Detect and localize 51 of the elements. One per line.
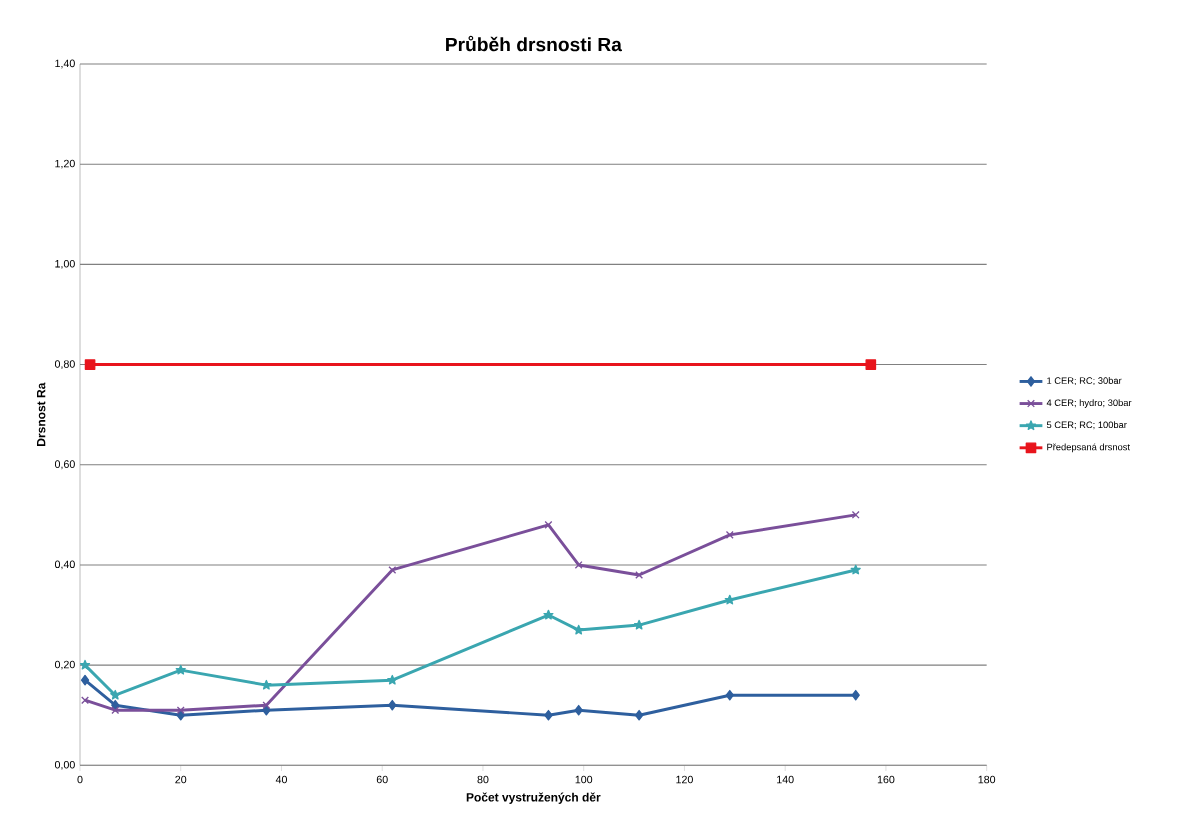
point bbox=[635, 571, 644, 579]
point bbox=[544, 709, 553, 721]
point bbox=[81, 696, 90, 705]
y-tick-label: 0,20 bbox=[54, 660, 75, 670]
x-axis-title: Počet vystružených děr bbox=[466, 792, 601, 804]
x-tick-label: 20 bbox=[175, 775, 187, 784]
point bbox=[865, 359, 877, 370]
point bbox=[634, 709, 644, 721]
point bbox=[79, 659, 91, 670]
y-tick-label: 0,00 bbox=[54, 760, 75, 770]
x-tick-label: 160 bbox=[877, 775, 895, 784]
point bbox=[851, 689, 860, 701]
point bbox=[850, 564, 861, 575]
point bbox=[80, 674, 90, 686]
point bbox=[176, 706, 185, 715]
x-tick-label: 0 bbox=[77, 775, 83, 784]
y-axis-title: Drsnost Ra bbox=[37, 382, 46, 446]
chart-title: Průběh drsnosti Ra bbox=[446, 35, 622, 52]
x-tick-label: 40 bbox=[275, 775, 288, 784]
legend-label: 4 CER; hydro; 30bar bbox=[1046, 399, 1132, 408]
point bbox=[84, 359, 96, 370]
point bbox=[851, 510, 860, 519]
point bbox=[388, 565, 397, 574]
x-tick-label: 120 bbox=[676, 775, 693, 784]
y-tick-label: 1,40 bbox=[55, 59, 75, 69]
point bbox=[574, 704, 583, 716]
x-tick-label: 180 bbox=[978, 775, 996, 784]
y-tick-label: 0,80 bbox=[54, 360, 75, 369]
y-tick-label: 0,40 bbox=[54, 560, 75, 570]
x-tick-label: 60 bbox=[376, 775, 388, 784]
point bbox=[543, 609, 554, 620]
y-tick-label: 1,20 bbox=[55, 159, 75, 169]
point bbox=[111, 706, 120, 715]
legend-label: Předepsaná drsnost bbox=[1047, 443, 1130, 453]
x-tick-label: 140 bbox=[777, 775, 794, 784]
point bbox=[573, 624, 584, 635]
legend-label: 5 CER; RC; 100bar bbox=[1046, 421, 1127, 430]
point bbox=[387, 674, 398, 685]
point bbox=[544, 520, 553, 529]
point bbox=[262, 701, 271, 710]
point bbox=[574, 560, 583, 569]
point bbox=[175, 664, 186, 675]
legend-label: 1 CER; RC; 30bar bbox=[1047, 377, 1122, 386]
y-tick-label: 1,00 bbox=[55, 259, 75, 269]
point bbox=[388, 699, 397, 711]
point bbox=[724, 594, 735, 605]
point bbox=[725, 530, 734, 539]
x-tick-label: 80 bbox=[477, 775, 489, 784]
y-tick-label: 0,60 bbox=[54, 460, 75, 470]
x-tick-label: 100 bbox=[575, 775, 593, 784]
point bbox=[725, 689, 734, 701]
